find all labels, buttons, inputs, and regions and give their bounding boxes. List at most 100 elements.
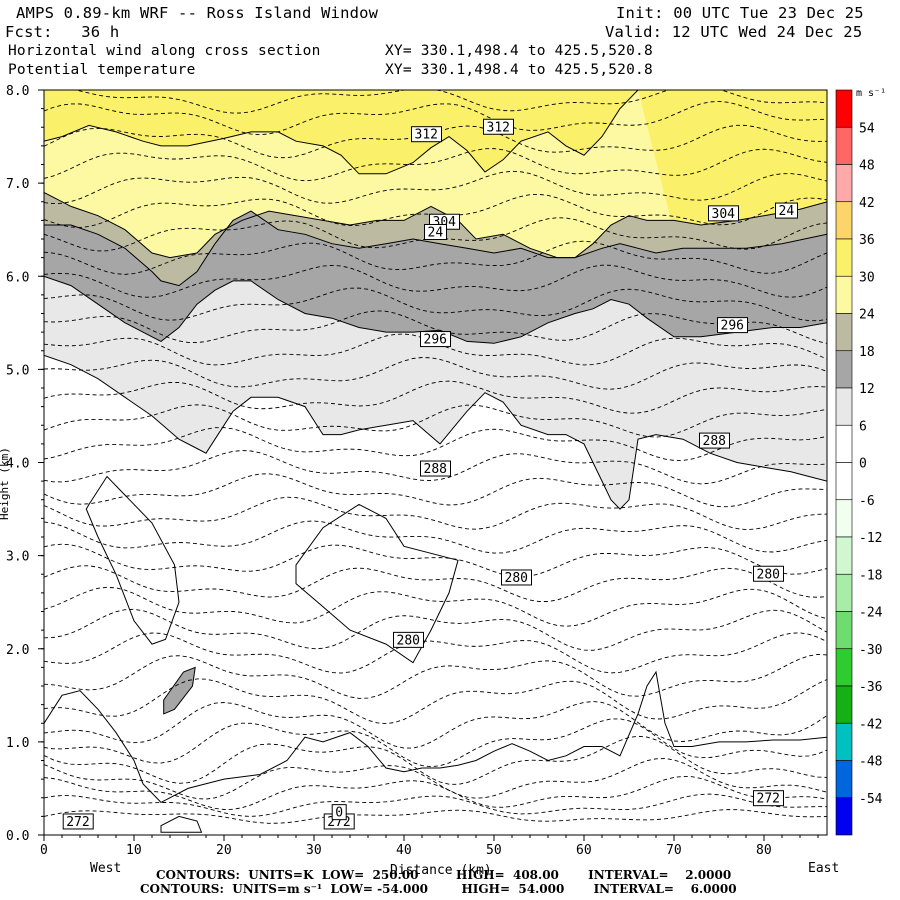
contour-label-text: 296	[721, 319, 744, 334]
contour-label-text: 288	[424, 462, 447, 477]
contour-label: 272	[62, 813, 94, 830]
footer-wind-contours: CONTOURS: UNITS=m s⁻¹ LOW= -54.000 HIGH=…	[140, 882, 737, 896]
contour-label-text: 288	[703, 434, 726, 449]
weak-pocket-west	[85, 475, 180, 645]
theta-contour	[44, 100, 827, 136]
valid-time: Valid: 12 UTC Wed 24 Dec 25	[605, 23, 863, 41]
colorbar-swatch	[835, 387, 853, 426]
footer-theta-contours: CONTOURS: UNITS=K LOW= 250.00 HIGH= 408.…	[156, 868, 732, 882]
theta-contour	[44, 678, 827, 725]
theta-contour	[44, 758, 827, 800]
x-tick-label: 20	[216, 843, 232, 858]
colorbar-swatch	[835, 126, 853, 165]
theta-contours	[44, 90, 827, 824]
x-tick-label: 50	[486, 843, 502, 858]
contour-label: 272	[753, 790, 784, 807]
colorbar-swatch	[835, 350, 853, 389]
theta-contour	[44, 240, 827, 275]
speed-contours	[44, 90, 827, 804]
x-tick-label: 40	[396, 843, 412, 858]
y-tick-label: 4.0	[6, 457, 29, 472]
colorbar-swatch	[835, 201, 853, 240]
contour-label-text: 296	[424, 333, 447, 348]
colorbar-label: 0	[859, 457, 867, 472]
wind-speed-pockets	[85, 475, 459, 833]
contour-label-text: 280	[757, 567, 780, 582]
theta-contour	[44, 543, 827, 578]
contour-label: 296	[717, 317, 748, 334]
contour-label-text: 280	[397, 633, 420, 648]
colorbar-label: -6	[859, 494, 875, 509]
axes: 0 10 20 30 40 50 60 70 800.01.02.03.04.05.06.07.…	[6, 84, 819, 858]
contour-label: 280	[501, 569, 532, 586]
colorbar-swatch	[835, 462, 853, 501]
theta-contour	[44, 809, 827, 824]
theta-contour	[44, 193, 827, 228]
colorbar-label: -24	[859, 606, 883, 621]
fill-below-0	[44, 672, 827, 835]
x-tick-label: 70	[666, 843, 682, 858]
strong-pocket-surface	[160, 815, 203, 833]
contour-label: 280	[753, 565, 784, 582]
x-tick-label: 10	[126, 843, 142, 858]
field2-xy: XY= 330.1,498.4 to 425.5,520.8	[385, 62, 653, 78]
y-tick-label: 6.0	[6, 270, 29, 285]
colorbar-swatch	[835, 685, 853, 724]
theta-contour	[44, 427, 827, 461]
colorbar: 54 48 42 36 30 24 18 12 6 0 -6 -12 -18 -24 -30 -36 -42 -4…	[835, 88, 886, 836]
x-tick-label: 80	[756, 843, 772, 858]
colorbar-label: -12	[859, 531, 882, 546]
init-time: Init: 00 UTC Tue 23 Dec 25	[616, 4, 864, 22]
contour-label: 288	[699, 432, 730, 449]
contour-label: 288	[420, 460, 451, 477]
field2-name: Potential temperature	[8, 62, 196, 78]
theta-contour	[44, 357, 827, 390]
speed-contour-24	[44, 191, 827, 259]
colorbar-swatch	[835, 89, 853, 128]
theta-contour	[44, 586, 827, 627]
field1-name: Horizontal wind along cross section	[8, 43, 321, 59]
speed-contour-12	[44, 275, 827, 344]
weak-pocket-mid	[295, 503, 459, 664]
colorbar-swatch	[835, 313, 853, 352]
contour-label-text: 24	[779, 204, 795, 219]
theta-contour	[44, 496, 827, 531]
y-tick-label: 7.0	[6, 177, 29, 192]
x-left-label: West	[90, 861, 121, 876]
field1-xy: XY= 330.1,498.4 to 425.5,520.8	[385, 43, 653, 59]
contour-label-text: 312	[415, 128, 438, 143]
colorbar-label: -18	[859, 568, 882, 583]
x-tick-label: 0	[40, 843, 48, 858]
theta-contour	[44, 450, 827, 485]
forecast-hour: Fcst: 36 h	[5, 23, 120, 41]
x-tick-label: 30	[306, 843, 322, 858]
colorbar-label: -42	[859, 717, 882, 732]
model-title: AMPS 0.89-km WRF -- Ross Island Window	[16, 4, 379, 22]
colorbar-swatch	[835, 722, 853, 761]
theta-contour	[44, 793, 827, 817]
colorbar-label: 12	[859, 382, 875, 397]
theta-contour	[44, 653, 827, 699]
contour-label-text: 304	[712, 207, 736, 222]
contour-label: 304	[708, 205, 739, 222]
y-tick-label: 8.0	[6, 84, 29, 99]
contour-label: 24	[775, 202, 798, 219]
contour-label: 24	[424, 223, 447, 240]
colorbar-label: -54	[859, 792, 883, 807]
theta-contour	[44, 287, 827, 322]
theta-contour	[44, 310, 827, 344]
speed-contour-6	[44, 354, 827, 510]
colorbar-swatch	[835, 573, 853, 612]
theta-contour	[44, 217, 827, 252]
theta-contour	[44, 718, 827, 768]
theta-contour	[44, 170, 827, 205]
colorbar-label: 48	[859, 159, 875, 174]
contour-label-text: 24	[428, 225, 444, 240]
contour-label: 296	[420, 331, 451, 348]
colorbar-label: 36	[859, 233, 875, 248]
x-axis-title: Distance (km)	[390, 863, 492, 878]
x-tick-label: 60	[576, 843, 592, 858]
contour-label-text: 0	[335, 806, 343, 821]
